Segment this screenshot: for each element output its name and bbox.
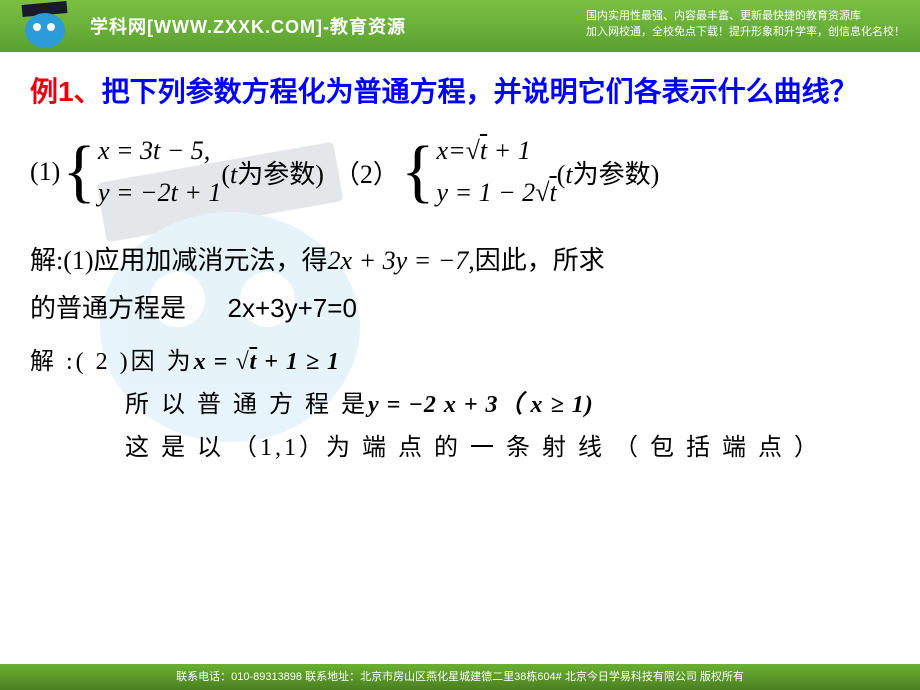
- solution-2: 解 :( 2 )因 为x = √t + 1 ≥ 1 所 以 普 通 方 程 是y…: [30, 341, 890, 471]
- slide-content: 例1、把下列参数方程化为普通方程，并说明它们各表示什么曲线？ (1) { x =…: [0, 52, 920, 490]
- sol1-text-b: ,因此，所求: [468, 246, 605, 275]
- example-label: 例1、: [30, 76, 102, 107]
- mascot-logo-icon: [20, 1, 80, 51]
- site-name: 学科网: [90, 17, 147, 37]
- page-header: 学科网[WWW.ZXXK.COM]-教育资源 国内实用性最强、内容最丰富、更新最…: [0, 0, 920, 52]
- equation-group-1: (1) { x = 3t − 5, y = −2t + 1 (t为参数): [30, 136, 324, 208]
- sol1-math: 2x + 3y = −7: [328, 246, 469, 275]
- footer-text: 联系电话：010-89313898 联系地址：北京市房山区燕化星城建德二里38栋…: [176, 671, 744, 683]
- sol1-text-c: 的普通方程是: [30, 294, 186, 323]
- page-footer: 联系电话：010-89313898 联系地址：北京市房山区燕化星城建德二里38栋…: [0, 664, 920, 690]
- tagline-line-2: 加入网校通，全校免点下载！提升形象和升学率，创信息化名校！: [586, 24, 905, 40]
- solution-1: 解:(1)应用加减消元法，得2x + 3y = −7,因此，所求 的普通方程是 …: [30, 238, 890, 333]
- eq2-number: （2）: [334, 154, 399, 191]
- problem-title: 例1、把下列参数方程化为普通方程，并说明它们各表示什么曲线？: [30, 72, 890, 111]
- tagline-line-1: 国内实用性最强、内容最丰富、更新最快捷的教育资源库: [586, 8, 905, 24]
- problem-text: 把下列参数方程化为普通方程，并说明它们各表示什么曲线？: [102, 76, 858, 107]
- left-brace-icon: {: [62, 137, 96, 207]
- header-tagline: 国内实用性最强、内容最丰富、更新最快捷的教育资源库 加入网校通，全校免点下载！提…: [586, 8, 905, 40]
- eq1-param-note: (t为参数): [221, 154, 324, 191]
- equations-row: (1) { x = 3t − 5, y = −2t + 1 (t为参数) （2）…: [30, 136, 890, 208]
- sol1-text-a: 解:(1)应用加减消元法，得: [30, 246, 328, 275]
- sol2-line3: 这 是 以 （1,1）为 端 点 的 一 条 射 线 （ 包 括 端 点 ）: [30, 427, 890, 470]
- eq1-line2: y = −2t + 1: [98, 178, 221, 208]
- site-url: WWW.ZXXK.COM: [154, 17, 316, 37]
- left-brace-icon: {: [401, 137, 435, 207]
- site-suffix: -教育资源: [323, 17, 406, 37]
- sol2-line2: 所 以 普 通 方 程 是y = −2 x + 3（ x ≥ 1): [30, 384, 890, 427]
- eq1-line1: x = 3t − 5,: [98, 136, 221, 166]
- eq1-number: (1): [30, 157, 60, 187]
- sol1-answer: 2x+3y+7=0: [228, 293, 357, 323]
- eq2-line1: x=√t + 1: [437, 136, 557, 166]
- site-title: 学科网[WWW.ZXXK.COM]-教育资源: [90, 13, 406, 39]
- eq2-param-note: (t为参数): [557, 154, 660, 191]
- eq2-line2: y = 1 − 2√t: [437, 178, 557, 208]
- sol2-line1: 解 :( 2 )因 为x = √t + 1 ≥ 1: [30, 341, 890, 384]
- equation-group-2: （2） { x=√t + 1 y = 1 − 2√t (t为参数): [334, 136, 659, 208]
